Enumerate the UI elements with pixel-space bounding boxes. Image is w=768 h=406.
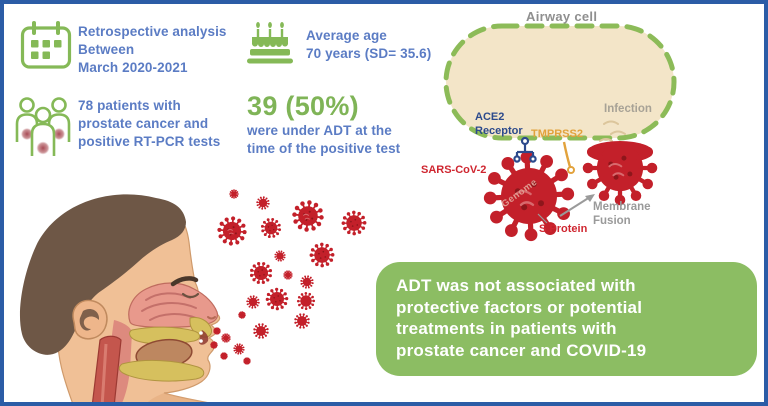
average-age-text: Average age 70 years (SD= 35.6) xyxy=(306,28,432,61)
s-protein-pointer xyxy=(537,213,548,224)
airway-cell-membrane xyxy=(443,23,677,141)
airway-cell-label: Airway cell xyxy=(526,9,598,24)
cancer-spot xyxy=(53,128,65,140)
s-protein-label: S Protein xyxy=(539,223,588,235)
airway-cell-diagram xyxy=(443,23,677,242)
calendar-icon xyxy=(20,21,72,69)
ear-inner xyxy=(79,309,100,331)
virus-particle xyxy=(243,357,251,365)
virus-particle xyxy=(249,261,273,285)
ace2-receptor-glyph xyxy=(513,136,537,163)
ace2-receptor-label: ACE2 Receptor xyxy=(475,111,523,137)
eyebrow xyxy=(170,276,199,287)
trachea-highlight xyxy=(100,343,108,402)
virus-particle xyxy=(221,333,231,343)
trachea xyxy=(91,335,122,402)
virus-particle xyxy=(256,196,270,210)
virus-particle xyxy=(260,217,282,239)
tooth-upper xyxy=(199,331,203,335)
infection-squiggles xyxy=(599,120,626,142)
cancer-spot xyxy=(21,128,33,140)
patients-icon xyxy=(15,97,71,156)
virus-cloud xyxy=(210,189,367,365)
virus-particle xyxy=(296,291,316,311)
virus-particle xyxy=(283,270,293,280)
virus-particle xyxy=(220,352,228,360)
virus-particle xyxy=(233,343,245,355)
infection-label: Infection xyxy=(604,103,652,115)
adt-text: were under ADT at the time of the positi… xyxy=(247,123,401,156)
virus-particle xyxy=(341,210,367,236)
tmprss2-label: TMPRSS2 xyxy=(531,128,583,140)
virus-particle xyxy=(265,287,289,311)
tmprss2-glyph xyxy=(562,141,575,174)
eye-closed xyxy=(181,292,200,299)
virus-particle xyxy=(213,327,221,335)
virus-particle xyxy=(300,275,314,289)
retrospective-text: Retrospective analysis Between March 202… xyxy=(78,24,227,75)
patients-text: 78 patients with prostate cancer and pos… xyxy=(78,98,221,149)
fusion-arrow xyxy=(559,194,595,217)
jaw-band xyxy=(118,359,205,382)
sars-cov2-label: SARS-CoV-2 xyxy=(421,164,487,176)
virus-particle xyxy=(294,313,310,329)
virus-particle xyxy=(229,189,239,199)
virus-particle xyxy=(210,341,218,349)
palate xyxy=(129,326,201,345)
cake-icon xyxy=(247,22,293,64)
virus-particle xyxy=(253,323,269,339)
virus-particle xyxy=(309,242,335,268)
virus-particle xyxy=(246,295,260,309)
ear xyxy=(72,299,108,340)
cancer-spot xyxy=(36,141,50,155)
virus-particle xyxy=(582,144,658,206)
nostril xyxy=(207,316,216,320)
tooth-lower xyxy=(199,339,203,343)
virus-particle xyxy=(274,250,286,262)
virus-particle xyxy=(217,216,247,246)
hair xyxy=(19,194,186,355)
membrane-fusion-label: Membrane Fusion xyxy=(593,201,651,228)
adt-count: 39 (50%) xyxy=(247,91,359,121)
virus-particle xyxy=(292,200,324,232)
nasal-cavity xyxy=(128,282,219,328)
neck-shadow xyxy=(147,393,205,402)
conclusion-panel: ADT was not associated with protective f… xyxy=(376,262,757,376)
conclusion-text: ADT was not associated with protective f… xyxy=(396,276,647,360)
virus-particle xyxy=(238,311,246,319)
head-profile-illustration xyxy=(19,194,221,402)
